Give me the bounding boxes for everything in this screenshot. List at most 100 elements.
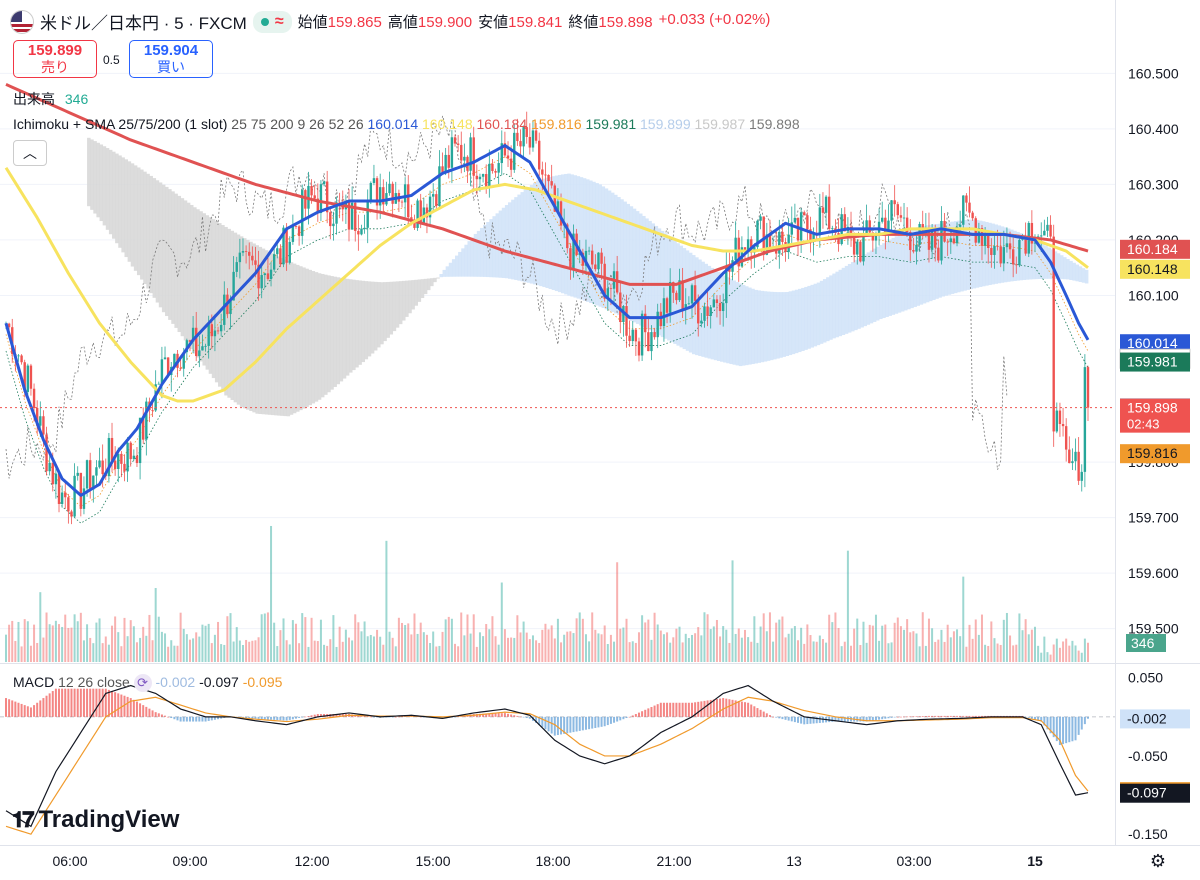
current-price-box	[1120, 398, 1190, 433]
volume-bar	[547, 629, 550, 662]
candle-body	[173, 353, 176, 367]
price-tick-label: 160.100	[1128, 287, 1179, 303]
candle-body	[113, 460, 117, 469]
macd-histogram-bar	[64, 688, 67, 717]
cloud-segment	[90, 139, 94, 210]
volume-bar	[394, 646, 397, 662]
candle-body	[1030, 222, 1034, 244]
macd-axis-tag: -0.097	[1120, 783, 1190, 803]
volume-bar	[276, 646, 279, 662]
candle-body	[934, 230, 937, 248]
macd-histogram-bar	[366, 716, 369, 717]
candle-body	[1005, 243, 1009, 248]
cloud-segment	[476, 230, 481, 277]
cloud-segment	[405, 280, 409, 317]
cloud-segment	[508, 202, 512, 279]
cloud-segment	[1010, 229, 1014, 282]
candle-body	[151, 410, 154, 411]
macd-histogram-bar	[101, 688, 104, 717]
volume-bar	[182, 628, 185, 662]
cloud-segment	[754, 289, 758, 364]
volume-bar	[33, 624, 36, 662]
cloud-segment	[280, 257, 284, 416]
sell-button[interactable]: 159.899 売り	[13, 40, 97, 78]
volume-bar	[469, 633, 472, 662]
candle-body	[1049, 224, 1052, 237]
macd-tick-label: 0.050	[1128, 670, 1163, 686]
volume-bar	[1018, 613, 1021, 662]
volume-bar	[556, 618, 559, 662]
ichimoku-value-sma200: 160.184	[476, 116, 528, 132]
macd-histogram-bar	[51, 691, 54, 717]
symbol-title[interactable]: 米ドル／日本円 · 5 · FXCM	[40, 14, 247, 33]
volume-bar	[1027, 634, 1030, 662]
market-open-dot-icon	[260, 17, 269, 26]
volume-bar	[301, 613, 304, 662]
cloud-segment	[436, 277, 440, 279]
cloud-segment	[645, 218, 649, 329]
candle-body	[712, 299, 716, 308]
cloud-segment	[972, 219, 977, 289]
volume-legend[interactable]: 出来高 346	[13, 89, 88, 109]
cloud-segment	[398, 281, 403, 325]
candle-body	[291, 226, 295, 242]
ichimoku-value-sma25: 160.014	[367, 116, 419, 132]
macd-histogram-bar	[1033, 716, 1036, 720]
candle-body	[534, 130, 538, 141]
candle-body	[1011, 249, 1015, 265]
macd-histogram-bar	[591, 716, 594, 729]
volume-bar	[544, 623, 547, 662]
cloud-segment	[685, 250, 690, 351]
macd-histogram-bar	[871, 716, 874, 721]
price-tag-box	[1120, 239, 1190, 259]
macd-histogram-bar	[173, 716, 176, 720]
refresh-icon[interactable]: ⟳	[133, 674, 152, 693]
cloud-segment	[904, 231, 908, 311]
macd-legend[interactable]: MACD 12 26 close ⟳ -0.002 -0.097 -0.095	[13, 674, 282, 693]
cloud-segment	[420, 279, 425, 299]
cloud-segment	[264, 250, 269, 415]
cloud-segment	[448, 262, 453, 277]
volume-bar	[1033, 626, 1036, 662]
price-tag-label: 159.981	[1127, 354, 1178, 370]
candle-body	[999, 246, 1002, 264]
volume-bar	[681, 642, 684, 662]
volume-bar	[298, 643, 301, 662]
candle-body	[460, 144, 463, 161]
volume-bar	[697, 627, 700, 662]
macd-histogram-bar	[522, 716, 525, 718]
candle-body	[899, 215, 903, 218]
candle-body	[413, 219, 416, 228]
volume-bar	[510, 637, 513, 662]
macd-histogram-bar	[906, 716, 909, 718]
volume-bar	[235, 627, 238, 662]
settings-gear-icon[interactable]: ⚙	[1149, 851, 1167, 871]
volume-bar	[478, 632, 481, 662]
volume-bar	[519, 632, 522, 662]
volume-bar	[447, 616, 450, 662]
macd-histogram-bar	[120, 694, 123, 717]
collapse-legend-button[interactable]: ︿	[13, 140, 47, 166]
cloud-segment	[392, 281, 397, 332]
macd-histogram-bar	[17, 702, 20, 717]
ichimoku-legend[interactable]: Ichimoku + SMA 25/75/200 (1 slot) 25 75 …	[13, 116, 800, 132]
buy-button[interactable]: 159.904 買い	[129, 40, 213, 78]
cloud-segment	[1078, 266, 1083, 282]
macd-histogram-bar	[740, 701, 743, 717]
tradingview-logo[interactable]: 𝟏𝟕 TradingView	[12, 806, 179, 834]
cloud-segment	[561, 174, 565, 294]
cloud-segment	[950, 221, 955, 294]
macd-histogram-bar	[793, 716, 796, 723]
cloud-segment	[1006, 228, 1011, 282]
candle-body	[631, 329, 634, 342]
conversion-line	[5, 156, 1089, 507]
candle-body	[884, 217, 887, 235]
candle-body	[195, 327, 198, 357]
macd-histogram-bar	[123, 695, 126, 717]
volume-bar	[170, 640, 173, 662]
candle-body	[484, 174, 488, 189]
volume-bar	[787, 633, 790, 662]
market-status-pill[interactable]: ≈	[252, 10, 292, 33]
cloud-segment	[218, 223, 222, 387]
